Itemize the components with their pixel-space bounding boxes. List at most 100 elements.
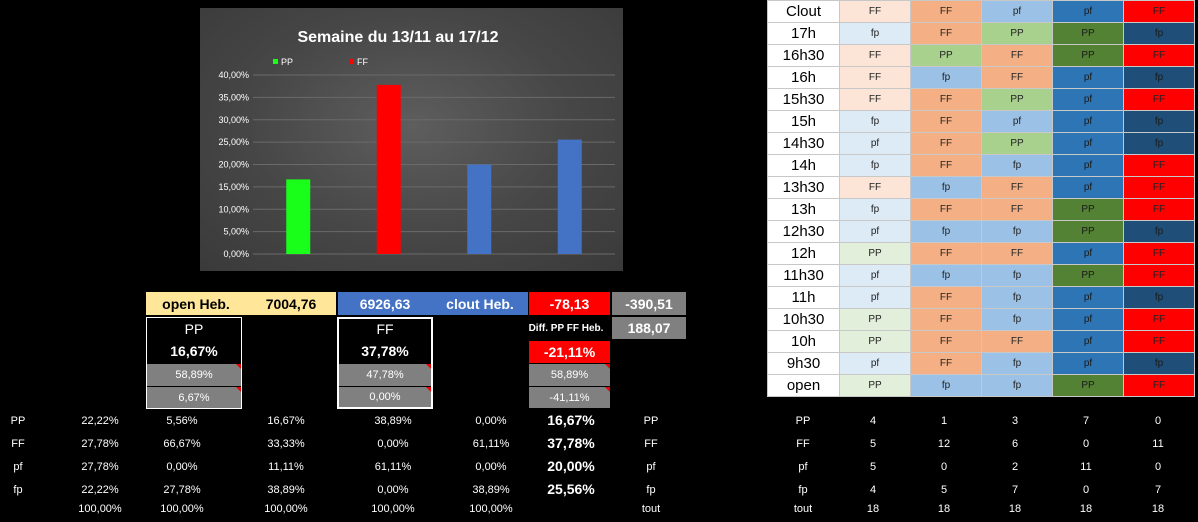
grid-cell[interactable]: FF: [1123, 44, 1195, 67]
grid-cell[interactable]: FF: [839, 44, 911, 67]
grid-cell[interactable]: pf: [1052, 286, 1124, 309]
grid-cell[interactable]: FF: [910, 308, 982, 331]
grid-cell[interactable]: FF: [981, 44, 1053, 67]
grid-cell[interactable]: fp: [910, 220, 982, 243]
grid-cell[interactable]: FF: [910, 110, 982, 133]
grid-cell[interactable]: pf: [1052, 0, 1124, 23]
grid-cell[interactable]: fp: [981, 352, 1053, 375]
grid-cell[interactable]: PP: [1052, 374, 1124, 397]
grid-cell[interactable]: fp: [910, 176, 982, 199]
grid-cell[interactable]: pf: [1052, 132, 1124, 155]
grid-cell[interactable]: fp: [981, 308, 1053, 331]
grid-cell[interactable]: pf: [839, 264, 911, 287]
grid-cell[interactable]: FF: [1123, 198, 1195, 221]
grid-cell[interactable]: FF: [839, 176, 911, 199]
grid-cell[interactable]: PP: [1052, 220, 1124, 243]
pct-cell: 5,56%: [166, 415, 198, 427]
grid-cell[interactable]: fp: [1123, 110, 1195, 133]
grid-cell[interactable]: fp: [910, 264, 982, 287]
grid-cell[interactable]: fp: [981, 286, 1053, 309]
grid-cell[interactable]: FF: [981, 330, 1053, 353]
grid-cell[interactable]: FF: [1123, 330, 1195, 353]
count-cell: 7: [1154, 484, 1162, 496]
grid-cell[interactable]: FF: [981, 242, 1053, 265]
grid-cell[interactable]: pf: [839, 352, 911, 375]
grid-cell[interactable]: FF: [981, 198, 1053, 221]
grid-cell[interactable]: FF: [910, 154, 982, 177]
grid-cell[interactable]: pf: [1052, 110, 1124, 133]
grid-cell[interactable]: PP: [1052, 22, 1124, 45]
grid-cell[interactable]: FF: [1123, 308, 1195, 331]
grid-cell[interactable]: fp: [1123, 66, 1195, 89]
grid-cell[interactable]: PP: [981, 132, 1053, 155]
grid-cell[interactable]: pf: [1052, 242, 1124, 265]
grid-cell[interactable]: pf: [839, 132, 911, 155]
grid-cell[interactable]: pf: [839, 220, 911, 243]
grid-cell[interactable]: pf: [1052, 330, 1124, 353]
grid-cell[interactable]: FF: [981, 66, 1053, 89]
grid-cell[interactable]: PP: [910, 44, 982, 67]
grid-cell[interactable]: FF: [910, 132, 982, 155]
grid-cell[interactable]: pf: [1052, 88, 1124, 111]
grid-cell[interactable]: PP: [839, 330, 911, 353]
grid-cell[interactable]: FF: [1123, 264, 1195, 287]
grid-cell[interactable]: FF: [910, 286, 982, 309]
grid-cell[interactable]: FF: [1123, 154, 1195, 177]
grid-cell[interactable]: fp: [1123, 286, 1195, 309]
grid-cell[interactable]: pf: [1052, 308, 1124, 331]
grid-cell[interactable]: PP: [981, 22, 1053, 45]
count-cell: 11: [1152, 438, 1164, 450]
grid-cell[interactable]: fp: [1123, 220, 1195, 243]
grid-cell[interactable]: pf: [981, 0, 1053, 23]
grid-cell[interactable]: FF: [910, 22, 982, 45]
grid-cell[interactable]: fp: [1123, 132, 1195, 155]
grid-cell[interactable]: FF: [981, 176, 1053, 199]
grid-cell[interactable]: FF: [910, 198, 982, 221]
grid-cell[interactable]: FF: [839, 88, 911, 111]
grid-cell[interactable]: PP: [1052, 264, 1124, 287]
y-tick-label: 5,00%: [223, 227, 249, 237]
grid-cell[interactable]: PP: [839, 308, 911, 331]
grid-cell[interactable]: FF: [910, 330, 982, 353]
grid-cell[interactable]: FF: [910, 0, 982, 23]
grid-cell[interactable]: FF: [1123, 242, 1195, 265]
grid-cell[interactable]: FF: [839, 66, 911, 89]
grid-row-label: 15h30: [767, 88, 840, 111]
grid-cell[interactable]: pf: [1052, 66, 1124, 89]
grid-cell[interactable]: fp: [839, 22, 911, 45]
grid-cell[interactable]: FF: [1123, 88, 1195, 111]
grid-cell[interactable]: FF: [1123, 176, 1195, 199]
grid-cell[interactable]: PP: [839, 374, 911, 397]
grid-cell[interactable]: fp: [1123, 352, 1195, 375]
grid-cell[interactable]: fp: [910, 66, 982, 89]
grid-cell[interactable]: fp: [910, 374, 982, 397]
count-cell: 0: [1154, 415, 1162, 427]
grid-cell[interactable]: PP: [839, 242, 911, 265]
grid-cell[interactable]: PP: [1052, 44, 1124, 67]
grid-cell[interactable]: fp: [981, 220, 1053, 243]
grid-cell[interactable]: fp: [839, 154, 911, 177]
grid-cell[interactable]: FF: [910, 352, 982, 375]
grid-cell[interactable]: pf: [1052, 154, 1124, 177]
grid-cell[interactable]: fp: [981, 264, 1053, 287]
grid-cell[interactable]: pf: [1052, 352, 1124, 375]
pct-row-tag: FF: [644, 438, 658, 450]
grid-cell[interactable]: pf: [981, 110, 1053, 133]
grid-cell[interactable]: pf: [1052, 176, 1124, 199]
grid-cell[interactable]: FF: [910, 88, 982, 111]
grid-cell[interactable]: fp: [1123, 22, 1195, 45]
count-row-label: PP: [795, 415, 811, 427]
grid-cell[interactable]: FF: [1123, 0, 1195, 23]
grid-cell[interactable]: fp: [981, 374, 1053, 397]
grid-cell[interactable]: PP: [1052, 198, 1124, 221]
grid-cell[interactable]: pf: [839, 286, 911, 309]
grid-cell[interactable]: FF: [910, 242, 982, 265]
count-cell: 11: [1080, 461, 1092, 473]
grid-cell[interactable]: PP: [981, 88, 1053, 111]
grid-cell[interactable]: FF: [1123, 374, 1195, 397]
grid-cell[interactable]: fp: [981, 154, 1053, 177]
grid-cell[interactable]: fp: [839, 198, 911, 221]
grid-cell[interactable]: FF: [839, 0, 911, 23]
grid-row: 16h30 FF PP FF PP FF: [767, 44, 1195, 67]
grid-cell[interactable]: fp: [839, 110, 911, 133]
